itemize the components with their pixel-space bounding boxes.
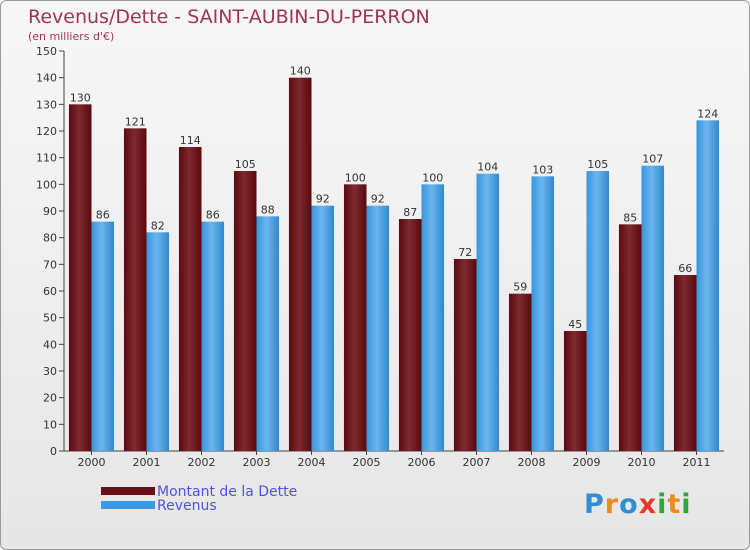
data-label-revenus: 86 [206,209,220,222]
x-tick-label: 2009 [573,456,601,469]
y-tick-label: 50 [43,312,57,325]
bar-revenus [641,165,665,451]
proxiti-logo: Proxiti [584,489,692,520]
bar-dette [123,128,147,451]
bar-dette [288,77,312,452]
y-tick-label: 30 [43,365,57,378]
bar-revenus [311,205,335,451]
data-label-dette: 66 [678,262,692,275]
data-label-dette: 105 [235,158,256,171]
legend-label-dette: Montant de la Dette [157,484,298,500]
logo-letter: x [638,489,658,520]
bar-revenus [146,232,170,451]
bar-dette [453,259,477,451]
data-label-revenus: 100 [422,171,443,184]
y-tick-label: 10 [43,418,57,431]
logo-letter: o [619,489,639,520]
y-tick-label: 60 [43,285,57,298]
bar-revenus [696,120,720,451]
data-label-dette: 72 [458,246,472,259]
legend-swatch-revenus [101,501,155,509]
y-tick-label: 120 [36,125,57,138]
y-tick-label: 130 [36,98,57,111]
data-label-dette: 45 [568,318,582,331]
data-label-revenus: 82 [151,219,165,232]
legend-swatch-dette [101,487,155,495]
x-tick-label: 2010 [628,456,656,469]
bar-revenus [201,221,225,451]
data-label-revenus: 86 [96,209,110,222]
x-tick-label: 2000 [78,456,106,469]
logo-letter: t [667,489,682,520]
x-tick-label: 2004 [298,456,326,469]
bar-dette [233,171,257,451]
x-tick-label: 2001 [133,456,161,469]
bar-dette [563,331,587,451]
bar-revenus [476,173,500,451]
y-tick-label: 140 [36,72,57,85]
bar-revenus [91,221,115,451]
legend-label-revenus: Revenus [157,498,217,514]
data-label-revenus: 88 [261,203,275,216]
bar-revenus [531,176,555,452]
bar-dette [508,293,532,451]
data-label-revenus: 124 [697,107,718,120]
x-tick-label: 2003 [243,456,271,469]
x-tick-label: 2006 [408,456,436,469]
bar-dette [178,147,202,451]
chart-subtitle: (en milliers d'€) [28,30,115,43]
logo-letter: i [657,489,668,520]
data-label-dette: 121 [125,115,146,128]
bar-dette [68,104,92,451]
y-tick-label: 90 [43,205,57,218]
bar-revenus [366,205,390,451]
logo-letter: r [604,489,620,520]
y-tick-label: 150 [36,45,57,58]
bar-dette [618,224,642,451]
logo-letter: i [681,489,692,520]
logo-letter: P [584,489,605,520]
y-tick-label: 70 [43,258,57,271]
x-tick-label: 2007 [463,456,491,469]
chart-title: Revenus/Dette - SAINT-AUBIN-DU-PERRON [28,6,430,28]
data-label-revenus: 92 [316,193,330,206]
bar-revenus [586,171,610,451]
data-label-dette: 140 [290,65,311,78]
data-label-dette: 114 [180,134,201,147]
data-label-revenus: 92 [371,193,385,206]
data-label-revenus: 104 [477,161,498,174]
bar-dette [343,184,367,452]
x-tick-label: 2011 [683,456,711,469]
data-label-dette: 87 [403,206,417,219]
data-label-revenus: 105 [587,158,608,171]
data-label-revenus: 103 [532,163,553,176]
data-label-dette: 59 [513,281,527,294]
y-tick-label: 100 [36,178,57,191]
data-label-revenus: 107 [642,153,663,166]
x-tick-label: 2005 [353,456,381,469]
data-label-dette: 100 [345,171,366,184]
bar-dette [673,275,697,451]
x-tick-label: 2008 [518,456,546,469]
bar-dette [398,219,422,451]
y-tick-label: 0 [50,445,57,458]
data-label-dette: 130 [70,91,91,104]
data-label-dette: 85 [623,211,637,224]
y-tick-label: 20 [43,392,57,405]
y-tick-label: 110 [36,152,57,165]
y-tick-label: 80 [43,232,57,245]
bar-revenus [421,184,445,452]
y-tick-label: 40 [43,338,57,351]
x-tick-label: 2002 [188,456,216,469]
bar-revenus [256,216,280,451]
